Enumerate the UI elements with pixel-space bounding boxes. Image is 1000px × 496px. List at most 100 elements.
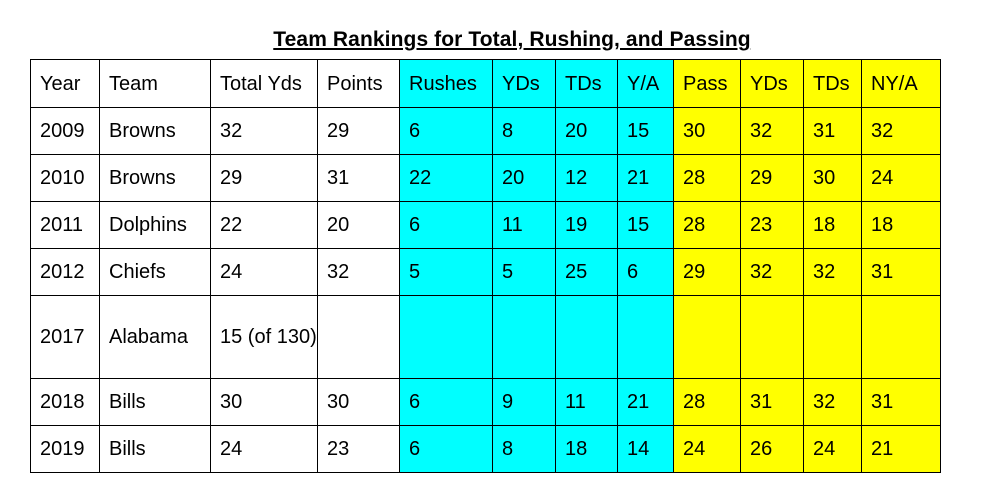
cell-pass-tds: 18 [803, 201, 862, 249]
cell-year: 2019 [30, 425, 100, 473]
cell-rush-yds: 5 [492, 248, 556, 296]
cell-points: 23 [317, 425, 400, 473]
cell-points: 32 [317, 248, 400, 296]
cell-pass [673, 295, 741, 379]
cell-points: 20 [317, 201, 400, 249]
cell-total-yds: 30 [210, 378, 318, 426]
header-pass-yds: YDs [740, 59, 804, 108]
cell-total-yds: 29 [210, 154, 318, 202]
cell-pass: 24 [673, 425, 741, 473]
header-rushes: Rushes [399, 59, 493, 108]
header-rush-yds: YDs [492, 59, 556, 108]
cell-year: 2017 [30, 295, 100, 379]
header-pass-nya: NY/A [861, 59, 941, 108]
cell-pass-nya: 24 [861, 154, 941, 202]
table-row: 2011 Dolphins 22 20 6 11 19 15 28 23 18 … [30, 201, 941, 249]
cell-rushes [399, 295, 493, 379]
table-row: 2010 Browns 29 31 22 20 12 21 28 29 30 2… [30, 154, 941, 202]
cell-year: 2010 [30, 154, 100, 202]
cell-pass-nya: 31 [861, 248, 941, 296]
cell-team: Chiefs [99, 248, 211, 296]
header-year: Year [30, 59, 100, 108]
cell-rush-yds: 20 [492, 154, 556, 202]
header-pass: Pass [673, 59, 741, 108]
cell-rush-yds: 8 [492, 425, 556, 473]
cell-rush-tds: 12 [555, 154, 618, 202]
table-row: 2018 Bills 30 30 6 9 11 21 28 31 32 31 [30, 378, 941, 426]
cell-rush-ya [617, 295, 674, 379]
cell-rushes: 6 [399, 425, 493, 473]
cell-rush-yds: 11 [492, 201, 556, 249]
cell-total-yds: 32 [210, 107, 318, 155]
table-row: 2009 Browns 32 29 6 8 20 15 30 32 31 32 [30, 107, 941, 155]
cell-pass-tds: 32 [803, 248, 862, 296]
header-row: Year Team Total Yds Points Rushes YDs TD… [30, 59, 941, 108]
cell-pass-nya [861, 295, 941, 379]
cell-points: 30 [317, 378, 400, 426]
header-total-yds: Total Yds [210, 59, 318, 108]
cell-pass-yds: 29 [740, 154, 804, 202]
cell-pass-yds: 23 [740, 201, 804, 249]
cell-team: Browns [99, 107, 211, 155]
cell-pass-yds: 32 [740, 107, 804, 155]
cell-team: Alabama [99, 295, 211, 379]
cell-pass-yds: 31 [740, 378, 804, 426]
cell-rush-yds [492, 295, 556, 379]
cell-rushes: 6 [399, 201, 493, 249]
cell-points: 31 [317, 154, 400, 202]
header-team: Team [99, 59, 211, 108]
table-title: Team Rankings for Total, Rushing, and Pa… [273, 28, 751, 51]
cell-year: 2018 [30, 378, 100, 426]
cell-pass: 30 [673, 107, 741, 155]
cell-pass-tds: 30 [803, 154, 862, 202]
cell-rush-ya: 21 [617, 154, 674, 202]
table-row: 2017 Alabama 15 (of 130) [30, 295, 941, 379]
cell-team: Bills [99, 425, 211, 473]
cell-pass-tds: 24 [803, 425, 862, 473]
cell-pass-yds: 26 [740, 425, 804, 473]
cell-pass: 28 [673, 378, 741, 426]
cell-rush-tds: 25 [555, 248, 618, 296]
cell-team: Bills [99, 378, 211, 426]
cell-rush-tds: 11 [555, 378, 618, 426]
cell-pass-nya: 18 [861, 201, 941, 249]
cell-rush-ya: 21 [617, 378, 674, 426]
header-rush-tds: TDs [555, 59, 618, 108]
cell-rush-tds: 19 [555, 201, 618, 249]
table-row: 2012 Chiefs 24 32 5 5 25 6 29 32 32 31 [30, 248, 941, 296]
header-points: Points [317, 59, 400, 108]
cell-pass-tds [803, 295, 862, 379]
cell-rush-ya: 14 [617, 425, 674, 473]
cell-pass-nya: 31 [861, 378, 941, 426]
cell-total-yds: 24 [210, 425, 318, 473]
table-row: 2019 Bills 24 23 6 8 18 14 24 26 24 21 [30, 425, 941, 473]
cell-rushes: 6 [399, 378, 493, 426]
cell-pass-yds [740, 295, 804, 379]
cell-year: 2009 [30, 107, 100, 155]
cell-points: 29 [317, 107, 400, 155]
cell-pass-tds: 32 [803, 378, 862, 426]
cell-rushes: 22 [399, 154, 493, 202]
cell-pass-nya: 32 [861, 107, 941, 155]
cell-pass-yds: 32 [740, 248, 804, 296]
cell-year: 2011 [30, 201, 100, 249]
cell-year: 2012 [30, 248, 100, 296]
header-rush-ya: Y/A [617, 59, 674, 108]
cell-rush-ya: 15 [617, 201, 674, 249]
cell-rush-ya: 6 [617, 248, 674, 296]
cell-rush-ya: 15 [617, 107, 674, 155]
cell-total-yds: 24 [210, 248, 318, 296]
cell-pass: 29 [673, 248, 741, 296]
cell-pass-tds: 31 [803, 107, 862, 155]
cell-rush-yds: 8 [492, 107, 556, 155]
cell-pass: 28 [673, 154, 741, 202]
cell-rush-tds [555, 295, 618, 379]
cell-rush-yds: 9 [492, 378, 556, 426]
cell-total-yds: 15 (of 130) [210, 295, 318, 379]
cell-rush-tds: 18 [555, 425, 618, 473]
rankings-table: Year Team Total Yds Points Rushes YDs TD… [30, 59, 941, 473]
cell-rushes: 6 [399, 107, 493, 155]
cell-total-yds: 22 [210, 201, 318, 249]
cell-rushes: 5 [399, 248, 493, 296]
cell-pass: 28 [673, 201, 741, 249]
